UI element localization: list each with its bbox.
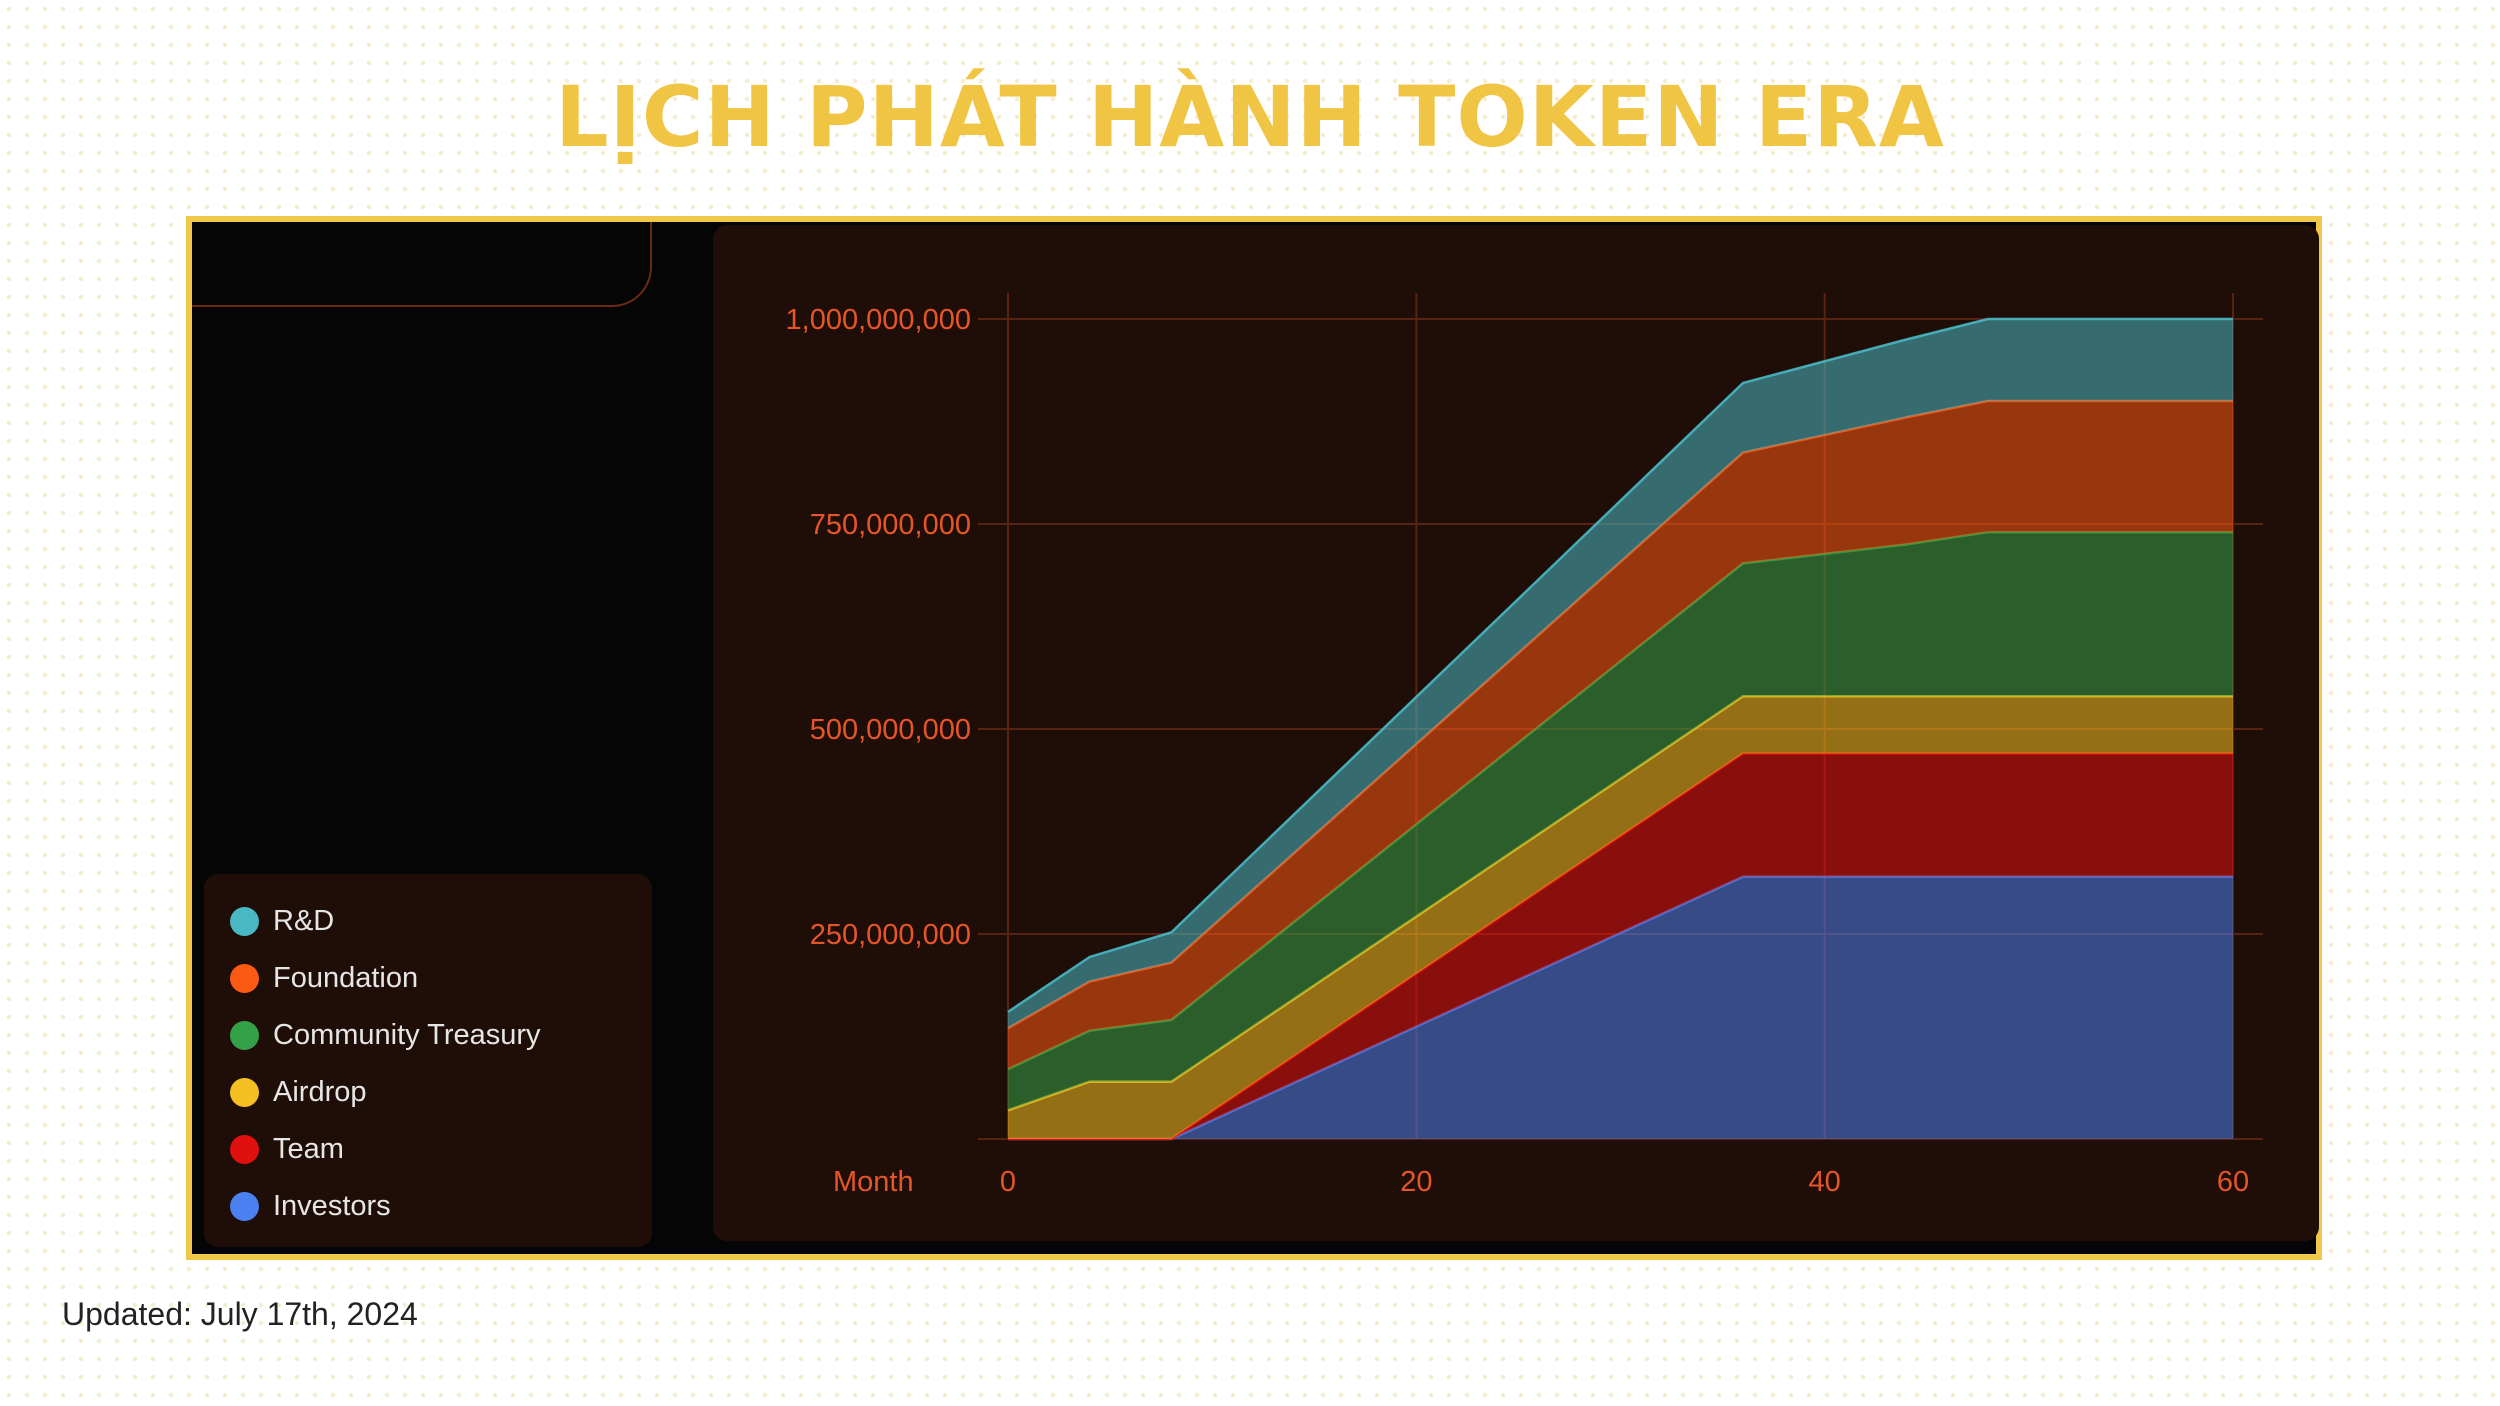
x-axis-label: Month xyxy=(833,1166,914,1198)
x-tick-label: 40 xyxy=(1809,1166,1841,1198)
legend-label-rd: R&D xyxy=(273,904,335,937)
legend-marker-rd xyxy=(230,906,259,936)
legend-marker-foundation xyxy=(230,963,259,993)
legend-label-airdrop: Airdrop xyxy=(273,1075,367,1108)
updated-date: Updated: July 17th, 2024 xyxy=(62,1296,418,1332)
legend-marker-team xyxy=(230,1134,259,1164)
legend-marker-investors xyxy=(230,1191,259,1221)
stacked-area-chart: 250,000,000 500,000,000 750,000,000 1,000,0… xyxy=(786,293,2263,1198)
area-r-d xyxy=(1008,319,2233,1029)
area-layer xyxy=(1007,317,2233,1141)
x-tick-label: 60 xyxy=(2217,1166,2249,1198)
page-title: LỊCH PHÁT HÀNH TOKEN ERA xyxy=(555,68,1945,166)
legend-item-investors[interactable]: Investors xyxy=(230,1186,391,1226)
legend-marker-airdrop xyxy=(230,1077,259,1107)
y-tick-label: 750,000,000 xyxy=(810,509,971,541)
legend-label-investors: Investors xyxy=(273,1189,391,1222)
legend-item-rd[interactable]: R&D xyxy=(230,901,334,941)
y-tick-label: 1,000,000,000 xyxy=(786,304,971,336)
legend-label-foundation: Foundation xyxy=(273,961,419,994)
x-tick-label: 20 xyxy=(1400,1166,1432,1198)
legend-label-community-treasury: Community Treasury xyxy=(273,1018,541,1051)
chart-frame: R&D Foundation Community Treasury Airdro… xyxy=(186,216,2322,1260)
y-tick-label: 250,000,000 xyxy=(810,919,971,951)
legend-marker-community-treasury xyxy=(230,1020,259,1050)
area-foundation xyxy=(1008,401,2233,1070)
y-tick-label: 500,000,000 xyxy=(810,714,971,746)
area-community-treasury xyxy=(1008,532,2233,1111)
legend: R&D Foundation Community Treasury Airdro… xyxy=(204,874,652,1247)
chart-panel: 250,000,000 500,000,000 750,000,000 1,000,0… xyxy=(713,225,2319,1241)
legend-item-community-treasury[interactable]: Community Treasury xyxy=(230,1015,541,1055)
x-tick-label: 0 xyxy=(1000,1166,1016,1198)
legend-item-airdrop[interactable]: Airdrop xyxy=(230,1072,367,1112)
area-airdrop xyxy=(1008,696,2233,1139)
line-r-d xyxy=(1007,317,2233,1013)
legend-item-team[interactable]: Team xyxy=(230,1129,344,1169)
legend-item-foundation[interactable]: Foundation xyxy=(230,958,418,998)
tab-outline xyxy=(192,222,652,307)
legend-label-team: Team xyxy=(273,1132,344,1165)
axis-layer: 250,000,000 500,000,000 750,000,000 1,000,0… xyxy=(786,304,2250,1198)
